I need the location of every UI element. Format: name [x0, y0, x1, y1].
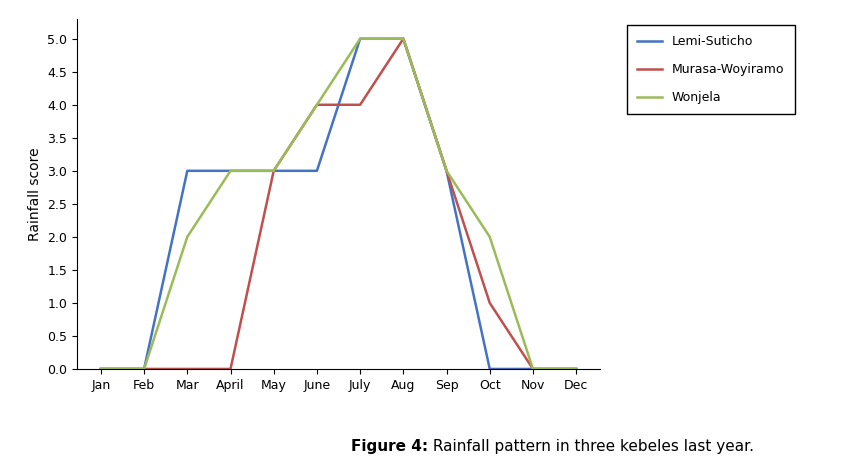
Wonjela	[268, 168, 279, 174]
Murasa-Woyiramo	[484, 300, 494, 306]
Murasa-Woyiramo	[225, 366, 236, 372]
Murasa-Woyiramo	[355, 102, 365, 108]
Y-axis label: Rainfall score: Rainfall score	[27, 147, 42, 241]
Line: Wonjela: Wonjela	[101, 39, 576, 369]
Murasa-Woyiramo	[399, 36, 409, 42]
Murasa-Woyiramo	[571, 366, 581, 372]
Wonjela	[528, 366, 538, 372]
Wonjela	[139, 366, 149, 372]
Line: Lemi-Suticho: Lemi-Suticho	[101, 39, 576, 369]
Legend: Lemi-Suticho, Murasa-Woyiramo, Wonjela: Lemi-Suticho, Murasa-Woyiramo, Wonjela	[627, 25, 794, 114]
Lemi-Suticho	[441, 168, 452, 174]
Lemi-Suticho	[312, 168, 322, 174]
Lemi-Suticho	[355, 36, 365, 42]
Murasa-Woyiramo	[139, 366, 149, 372]
Murasa-Woyiramo	[528, 366, 538, 372]
Wonjela	[441, 168, 452, 174]
Lemi-Suticho	[225, 168, 236, 174]
Lemi-Suticho	[484, 366, 494, 372]
Lemi-Suticho	[399, 36, 409, 42]
Wonjela	[355, 36, 365, 42]
Wonjela	[183, 234, 193, 240]
Lemi-Suticho	[571, 366, 581, 372]
Lemi-Suticho	[528, 366, 538, 372]
Wonjela	[399, 36, 409, 42]
Wonjela	[225, 168, 236, 174]
Murasa-Woyiramo	[312, 102, 322, 108]
Text: Figure 4:: Figure 4:	[351, 439, 428, 454]
Wonjela	[571, 366, 581, 372]
Murasa-Woyiramo	[441, 168, 452, 174]
Lemi-Suticho	[183, 168, 193, 174]
Wonjela	[96, 366, 106, 372]
Murasa-Woyiramo	[96, 366, 106, 372]
Lemi-Suticho	[268, 168, 279, 174]
Murasa-Woyiramo	[268, 168, 279, 174]
Lemi-Suticho	[139, 366, 149, 372]
Wonjela	[484, 234, 494, 240]
Murasa-Woyiramo	[183, 366, 193, 372]
Text: Rainfall pattern in three kebeles last year.: Rainfall pattern in three kebeles last y…	[428, 439, 754, 454]
Wonjela	[312, 102, 322, 108]
Lemi-Suticho	[96, 366, 106, 372]
Line: Murasa-Woyiramo: Murasa-Woyiramo	[101, 39, 576, 369]
